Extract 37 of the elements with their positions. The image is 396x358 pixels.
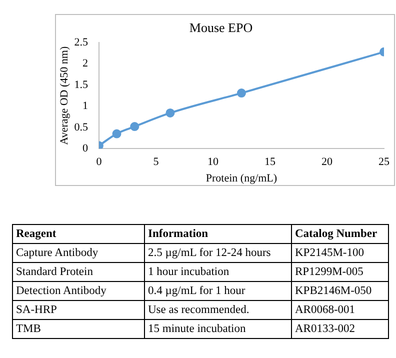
y-tick-label: 2.5 <box>74 36 88 48</box>
point <box>130 122 140 132</box>
x-tick-label: 5 <box>153 156 160 168</box>
x-tick-label: 25 <box>378 156 390 168</box>
text: Use as recommended. <box>144 300 292 320</box>
text: 15 minute incubation <box>144 320 292 338</box>
point <box>166 108 175 118</box>
y-tick-label: 1.5 <box>74 78 88 91</box>
text: SA-HRP <box>12 300 144 320</box>
text: Information <box>144 224 292 244</box>
text: Capture Antibody <box>12 244 144 262</box>
y-tick-label: 1 <box>82 100 88 112</box>
text: TMB <box>12 320 144 338</box>
text: Reagent <box>12 224 144 244</box>
text: Detection Antibody <box>12 282 144 300</box>
x-tick-label: 10 <box>207 156 219 168</box>
y-tick-label: 0.5 <box>74 121 88 134</box>
text: AR0133-002 <box>292 320 388 338</box>
point <box>236 88 246 98</box>
text: Catalog Number <box>292 224 388 244</box>
text: 1 hour incubation <box>144 262 292 282</box>
text: AR0068-001 <box>292 300 388 320</box>
x-tick-label: 20 <box>321 156 333 168</box>
chart-title: Mouse EPO <box>189 20 253 36</box>
point <box>112 129 122 138</box>
x-tick-label: 0 <box>96 156 102 168</box>
text: 0.4 µg/mL for 1 hour <box>144 282 292 300</box>
y-tick-label: 0 <box>82 142 88 154</box>
x-axis-title: Protein (ng/mL) <box>206 172 278 184</box>
text: KPB2146M-050 <box>292 282 388 300</box>
text: Standard Protein <box>12 262 144 282</box>
x-tick-label: 15 <box>264 156 276 168</box>
text: 2.5 µg/mL for 12-24 hours <box>144 244 292 262</box>
text: RP1299M-005 <box>292 262 388 282</box>
y-axis-title: Average OD (450 nm) <box>58 46 70 145</box>
text: KP2145M-100 <box>292 244 388 262</box>
y-tick-label: 2 <box>82 58 88 70</box>
